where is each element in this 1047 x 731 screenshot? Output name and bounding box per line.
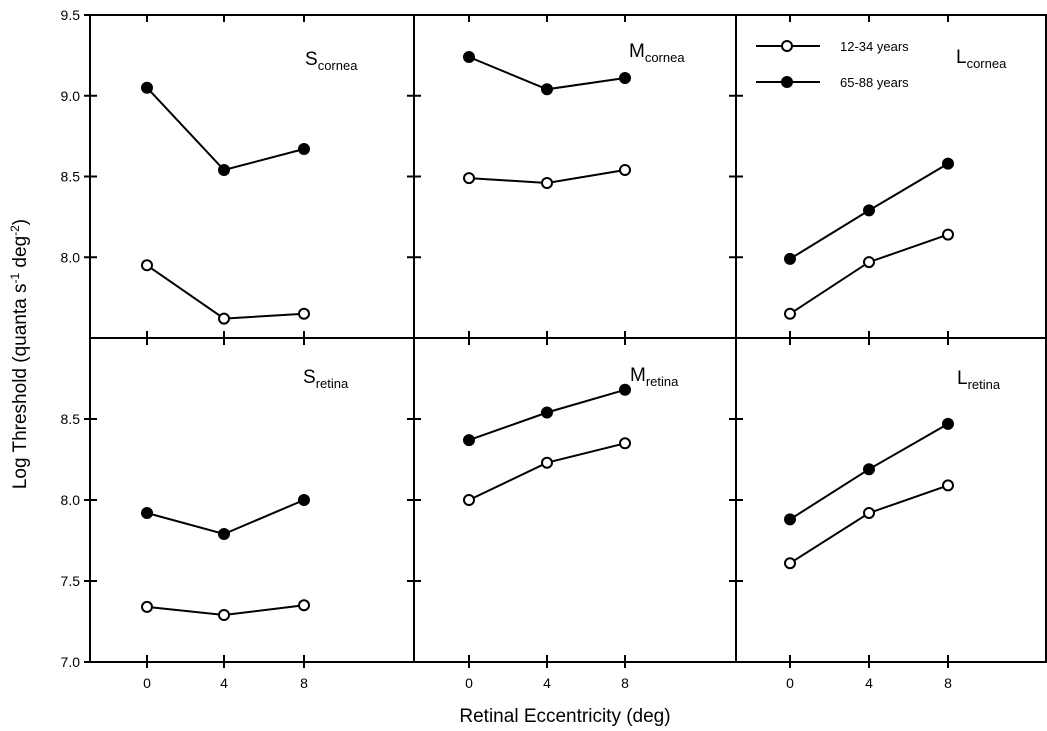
panel-label-sub: cornea bbox=[967, 56, 1008, 71]
x-tick-label: 0 bbox=[465, 675, 473, 691]
x-tick-label: 4 bbox=[220, 675, 228, 691]
filled-data-point bbox=[784, 252, 796, 265]
open-data-point bbox=[141, 600, 153, 613]
open-data-point bbox=[619, 164, 631, 176]
filled-data-point bbox=[218, 164, 230, 176]
axis-ticks: 9.5 9.0 8.5 8.0 8.5 8.0 7.5 7.0 0 4 8 0 4 8 0 4 8 bbox=[61, 7, 953, 691]
y-axis-title: Log Threshold (quanta s-1 deg-2) bbox=[8, 219, 31, 489]
filled-data-point bbox=[141, 81, 153, 94]
open-data-point bbox=[942, 479, 954, 492]
data-series bbox=[141, 51, 954, 621]
y-tick-label: 7.0 bbox=[61, 654, 81, 670]
filled-data-point bbox=[784, 513, 796, 526]
x-tick-label: 0 bbox=[143, 675, 151, 691]
filled-data-point bbox=[942, 417, 954, 430]
open-data-point bbox=[298, 599, 310, 612]
filled-data-point bbox=[463, 51, 475, 63]
legend: 12-34 years 65-88 years bbox=[756, 39, 909, 90]
x-tick-label: 4 bbox=[543, 675, 551, 691]
open-data-point bbox=[463, 494, 475, 506]
open-data-point bbox=[784, 557, 796, 570]
y-axis-title-mid: deg bbox=[10, 236, 31, 273]
x-tick-label: 8 bbox=[300, 675, 308, 691]
panel-label-s-retina: Sretina bbox=[303, 367, 349, 391]
filled-data-point bbox=[218, 528, 230, 540]
open-data-point bbox=[141, 259, 153, 272]
open-data-point bbox=[541, 456, 553, 469]
open-data-point bbox=[863, 256, 875, 269]
panel-label-sub: retina bbox=[646, 374, 679, 389]
filled-data-point bbox=[619, 72, 631, 84]
panel-label-main: L bbox=[956, 47, 967, 68]
panel-label-l-retina: Lretina bbox=[957, 368, 1001, 392]
legend-marker bbox=[781, 40, 793, 52]
open-data-point bbox=[619, 437, 631, 450]
panel-label-l-cornea: Lcornea bbox=[956, 47, 1007, 71]
legend-label: 12-34 years bbox=[840, 39, 909, 54]
x-tick-label: 0 bbox=[786, 675, 794, 691]
legend-label: 65-88 years bbox=[840, 75, 909, 90]
panel-label-main: M bbox=[630, 365, 646, 386]
y-axis-title-sup2: -2 bbox=[8, 225, 22, 236]
panel-label-main: M bbox=[629, 41, 645, 62]
x-axis-title: Retinal Eccentricity (deg) bbox=[459, 706, 670, 727]
filled-data-point bbox=[541, 406, 553, 419]
y-tick-label: 8.5 bbox=[61, 169, 81, 185]
panel-label-main: S bbox=[303, 367, 316, 388]
panel-label-sub: retina bbox=[316, 376, 349, 391]
filled-data-point bbox=[863, 204, 875, 217]
filled-data-point bbox=[463, 434, 475, 447]
open-data-point bbox=[298, 307, 310, 320]
y-tick-label: 8.0 bbox=[61, 492, 81, 508]
y-tick-label: 8.0 bbox=[61, 249, 81, 265]
filled-data-point bbox=[863, 463, 875, 476]
open-data-point bbox=[218, 609, 230, 621]
filled-data-point bbox=[298, 494, 310, 506]
filled-data-point bbox=[541, 83, 553, 96]
y-tick-label: 7.5 bbox=[61, 573, 81, 589]
filled-data-point bbox=[942, 157, 954, 170]
open-data-point bbox=[463, 172, 475, 185]
series-line-l-cornea bbox=[789, 233, 949, 315]
y-tick-label: 9.5 bbox=[61, 7, 81, 23]
y-axis-title-main: Log Threshold (quanta s bbox=[10, 284, 31, 490]
panel-label-m-retina: Mretina bbox=[630, 365, 679, 389]
legend-marker bbox=[781, 76, 793, 88]
panel-label-sub: retina bbox=[968, 377, 1001, 392]
series-line-s-cornea bbox=[146, 264, 305, 320]
series-line-s-cornea bbox=[146, 87, 305, 172]
open-data-point bbox=[784, 307, 796, 320]
y-axis-title-sup1: -1 bbox=[8, 273, 22, 284]
x-tick-label: 8 bbox=[621, 675, 629, 691]
y-tick-label: 8.5 bbox=[61, 411, 81, 427]
y-axis-title-end: ) bbox=[10, 219, 31, 225]
panel-label-main: L bbox=[957, 368, 968, 389]
x-tick-label: 8 bbox=[944, 675, 952, 691]
panel-label-sub: cornea bbox=[318, 58, 359, 73]
panel-label-sub: cornea bbox=[645, 50, 686, 65]
open-data-point bbox=[218, 312, 230, 325]
panel-label-main: S bbox=[305, 49, 318, 70]
open-data-point bbox=[863, 507, 875, 519]
plot-frame bbox=[89, 14, 1047, 663]
filled-data-point bbox=[619, 383, 631, 396]
panel-label-m-cornea: Mcornea bbox=[629, 41, 685, 65]
panel-label-s-cornea: Scornea bbox=[305, 49, 358, 73]
filled-data-point bbox=[141, 507, 153, 519]
series-line-l-retina bbox=[789, 484, 949, 565]
x-tick-label: 4 bbox=[865, 675, 873, 691]
filled-data-point bbox=[298, 143, 310, 155]
open-data-point bbox=[541, 177, 553, 189]
open-data-point bbox=[942, 228, 954, 241]
series-line-m-retina bbox=[468, 442, 626, 501]
y-tick-label: 9.0 bbox=[61, 88, 81, 104]
